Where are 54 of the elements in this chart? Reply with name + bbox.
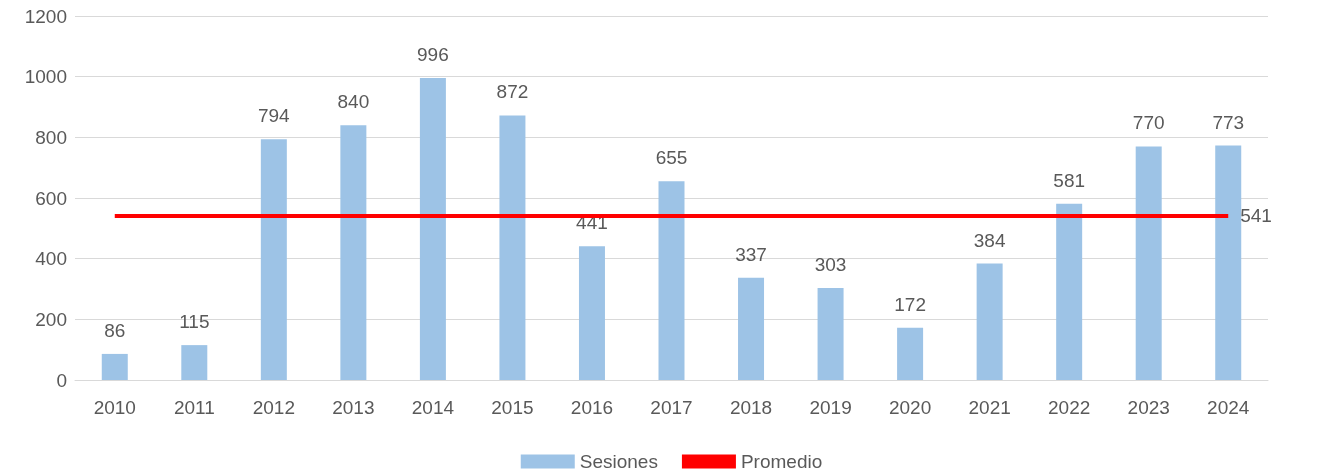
x-tick-label: 2018 xyxy=(729,397,773,418)
bar xyxy=(499,115,526,380)
bar xyxy=(817,288,844,380)
data-label: 303 xyxy=(814,254,847,276)
data-label: 996 xyxy=(417,43,449,65)
y-tick-label: 0 xyxy=(56,369,67,391)
x-tick-label: 2024 xyxy=(1207,397,1250,418)
bar xyxy=(1135,146,1162,380)
x-tick-label: 2013 xyxy=(332,397,375,418)
data-label: 384 xyxy=(973,229,1006,251)
x-tick-label: 2015 xyxy=(491,397,534,418)
x-tick-label: 2012 xyxy=(252,397,295,418)
y-tick-label: 1000 xyxy=(24,66,67,88)
data-label: 872 xyxy=(496,81,529,103)
x-tick-label: 2021 xyxy=(968,397,1011,418)
x-tick-label: 2019 xyxy=(809,397,852,418)
x-tick-label: 2016 xyxy=(570,397,614,418)
x-tick-label: 2011 xyxy=(173,397,215,418)
bar xyxy=(658,181,685,380)
y-tick-label: 1200 xyxy=(24,5,67,27)
x-tick-label: 2010 xyxy=(93,397,136,418)
bar xyxy=(897,327,924,380)
legend-label: Promedio xyxy=(740,451,823,472)
y-tick-label: 600 xyxy=(35,187,67,209)
data-label: 115 xyxy=(179,311,210,333)
bar xyxy=(1215,145,1242,380)
bar xyxy=(340,125,367,380)
data-label: 655 xyxy=(655,147,688,169)
data-label: 581 xyxy=(1053,169,1086,191)
bar xyxy=(738,277,765,380)
bar xyxy=(578,246,605,380)
bar xyxy=(976,263,1003,380)
data-label: 773 xyxy=(1212,111,1245,133)
legend-label: Sesiones xyxy=(579,451,658,472)
data-label: 840 xyxy=(337,91,370,113)
bar xyxy=(181,345,208,380)
x-tick-label: 2017 xyxy=(650,397,693,418)
data-label: 794 xyxy=(257,105,291,127)
bar xyxy=(101,353,128,380)
x-tick-label: 2020 xyxy=(888,397,932,418)
data-label: 172 xyxy=(894,293,926,315)
y-tick-label: 200 xyxy=(35,308,67,330)
x-tick-label: 2022 xyxy=(1048,397,1091,418)
y-tick-label: 800 xyxy=(35,126,67,148)
bar xyxy=(260,139,287,380)
bar xyxy=(419,77,446,380)
bar xyxy=(1056,203,1083,380)
data-label: 770 xyxy=(1132,112,1165,134)
data-label: 86 xyxy=(104,319,126,341)
data-label: 541 xyxy=(1240,205,1272,227)
x-tick-label: 2014 xyxy=(411,397,455,418)
y-tick-label: 400 xyxy=(35,248,67,270)
data-label: 337 xyxy=(735,243,767,265)
x-tick-label: 2023 xyxy=(1127,397,1170,418)
